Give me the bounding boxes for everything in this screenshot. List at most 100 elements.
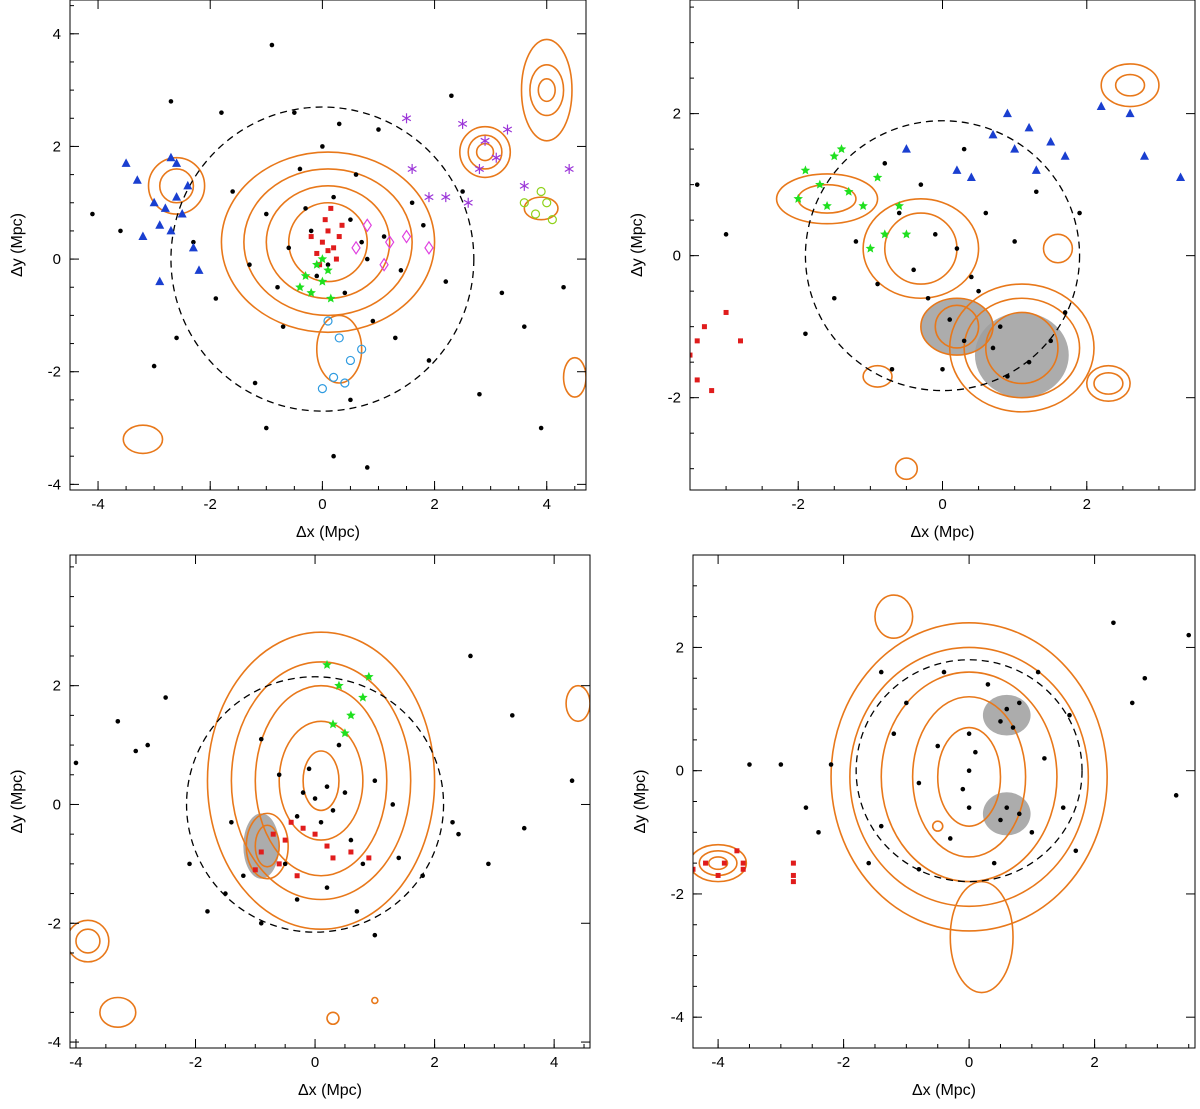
- members-point-26: [1077, 210, 1082, 216]
- members-point-15: [409, 200, 415, 206]
- x-axis-label: Δx (Mpc): [912, 1082, 976, 1099]
- members-point-23: [803, 805, 809, 810]
- contour-2-0: [158, 168, 195, 204]
- red-group-point-6: [740, 860, 746, 866]
- purple-group-point-1: [491, 152, 501, 163]
- x-axis-label: Δx (Mpc): [296, 524, 360, 541]
- contour-0-3: [230, 661, 412, 901]
- contour-5-0: [326, 1011, 340, 1026]
- blue-group-point-12: [1176, 172, 1186, 182]
- members-point-3: [286, 245, 292, 251]
- members-point-24: [292, 110, 297, 115]
- green-group-point-2: [306, 287, 316, 297]
- green-group-point-0: [800, 165, 811, 175]
- contour-0-0: [287, 201, 369, 283]
- members-point-14: [1042, 756, 1047, 761]
- members-point-1: [973, 749, 978, 755]
- red-group-point-0: [693, 866, 696, 872]
- panel-bottom-left: -4 -2 0 2 4 -4 -2 0 2 Δx (Mpc) Δy (Mpc): [9, 554, 591, 1099]
- x-tick-label: 2: [430, 496, 438, 513]
- members-point-28: [426, 358, 432, 363]
- members-point-5: [1004, 706, 1010, 712]
- members-point-36: [90, 211, 95, 217]
- y-tick-label: 0: [53, 251, 61, 268]
- blue-group-point-2: [155, 220, 165, 229]
- members-point-19: [421, 222, 426, 228]
- members-point-0: [312, 796, 318, 801]
- purple-group-point-11: [401, 113, 412, 124]
- members-point-12: [398, 268, 404, 273]
- members-point-18: [941, 669, 947, 675]
- members-point-21: [443, 279, 449, 284]
- red-group-point-8: [333, 256, 339, 262]
- members-point-19: [163, 695, 168, 700]
- members-point-10: [998, 817, 1003, 823]
- members-point-13: [983, 210, 989, 216]
- red-group-point-8: [790, 879, 796, 885]
- members-point-33: [477, 391, 482, 397]
- red-group-point-2: [715, 872, 721, 878]
- x-tick-label: 4: [550, 1054, 558, 1071]
- y-tick-label: -4: [48, 476, 61, 493]
- plot-area: [693, 594, 1192, 994]
- red-group-point-0: [258, 849, 264, 855]
- contour-2-1: [70, 919, 110, 963]
- members-point-22: [1062, 310, 1068, 315]
- red-group-point-1: [325, 228, 331, 234]
- members-point-8: [381, 234, 387, 239]
- y-tick-label: -2: [48, 915, 61, 932]
- contour-4-0: [1114, 73, 1146, 97]
- y-axis-label: Δy (Mpc): [632, 769, 649, 833]
- green-group-point-8: [793, 193, 803, 203]
- plot-area: [70, 631, 590, 1029]
- members-point-9: [1004, 805, 1010, 810]
- panel-bottom-right: -4 -2 0 2 -4 -2 0 2 Δx (Mpc) Δy (Mpc): [632, 554, 1196, 1099]
- members-point-10: [372, 778, 378, 784]
- x-axis: -4 -2 0 2 4: [69, 0, 576, 513]
- green-group-point-3: [323, 265, 333, 275]
- members-point-39: [294, 897, 300, 902]
- blue-group-point-11: [194, 265, 204, 274]
- contour-4-2: [520, 38, 573, 142]
- members-point-17: [456, 831, 461, 837]
- contour-3-0: [475, 142, 495, 162]
- members-point-5: [314, 273, 320, 279]
- green-group-point-3: [358, 692, 368, 702]
- contour-2-0: [874, 594, 914, 639]
- blue-group-point-12: [155, 276, 165, 286]
- red-group-point-2: [314, 250, 320, 256]
- green-group-point-2: [829, 151, 840, 161]
- magenta-group-point-4: [379, 257, 389, 272]
- x-tick-label: -4: [69, 1054, 82, 1071]
- contour-7-0: [894, 457, 919, 481]
- purple-group-point-3: [458, 118, 468, 129]
- members-point-27: [969, 274, 974, 280]
- plot-frame: [69, 0, 587, 491]
- blue-group-point-6: [966, 172, 976, 182]
- members-point-28: [450, 819, 455, 825]
- y-axis-label: Δy (Mpc): [9, 213, 26, 277]
- x-tick-label: -4: [91, 496, 104, 513]
- contour-4-1: [529, 63, 565, 117]
- red-group-point-7: [348, 849, 354, 855]
- members-point-38: [360, 861, 366, 867]
- members-point-4: [947, 317, 953, 322]
- members-point-4: [318, 819, 324, 825]
- purple-group-point-8: [424, 192, 434, 203]
- members-point-31: [223, 891, 228, 896]
- green-group-point-12: [865, 243, 876, 253]
- contour-0-1: [911, 695, 1027, 858]
- contour-3-2: [459, 125, 512, 179]
- dashed-circle: [185, 676, 445, 933]
- members-point-31: [499, 290, 505, 296]
- blue-group-point-3: [1060, 151, 1070, 160]
- members-point-9: [264, 211, 269, 217]
- contour-0-3: [220, 151, 436, 334]
- contour-3-0: [934, 304, 980, 349]
- lightgreen-group-point-1: [542, 198, 552, 208]
- blue-group-point-14: [166, 152, 176, 162]
- blue-group-point-4: [1031, 165, 1041, 174]
- green-group-point-10: [901, 229, 912, 239]
- members-point-16: [961, 146, 967, 152]
- members-point-24: [1173, 793, 1179, 798]
